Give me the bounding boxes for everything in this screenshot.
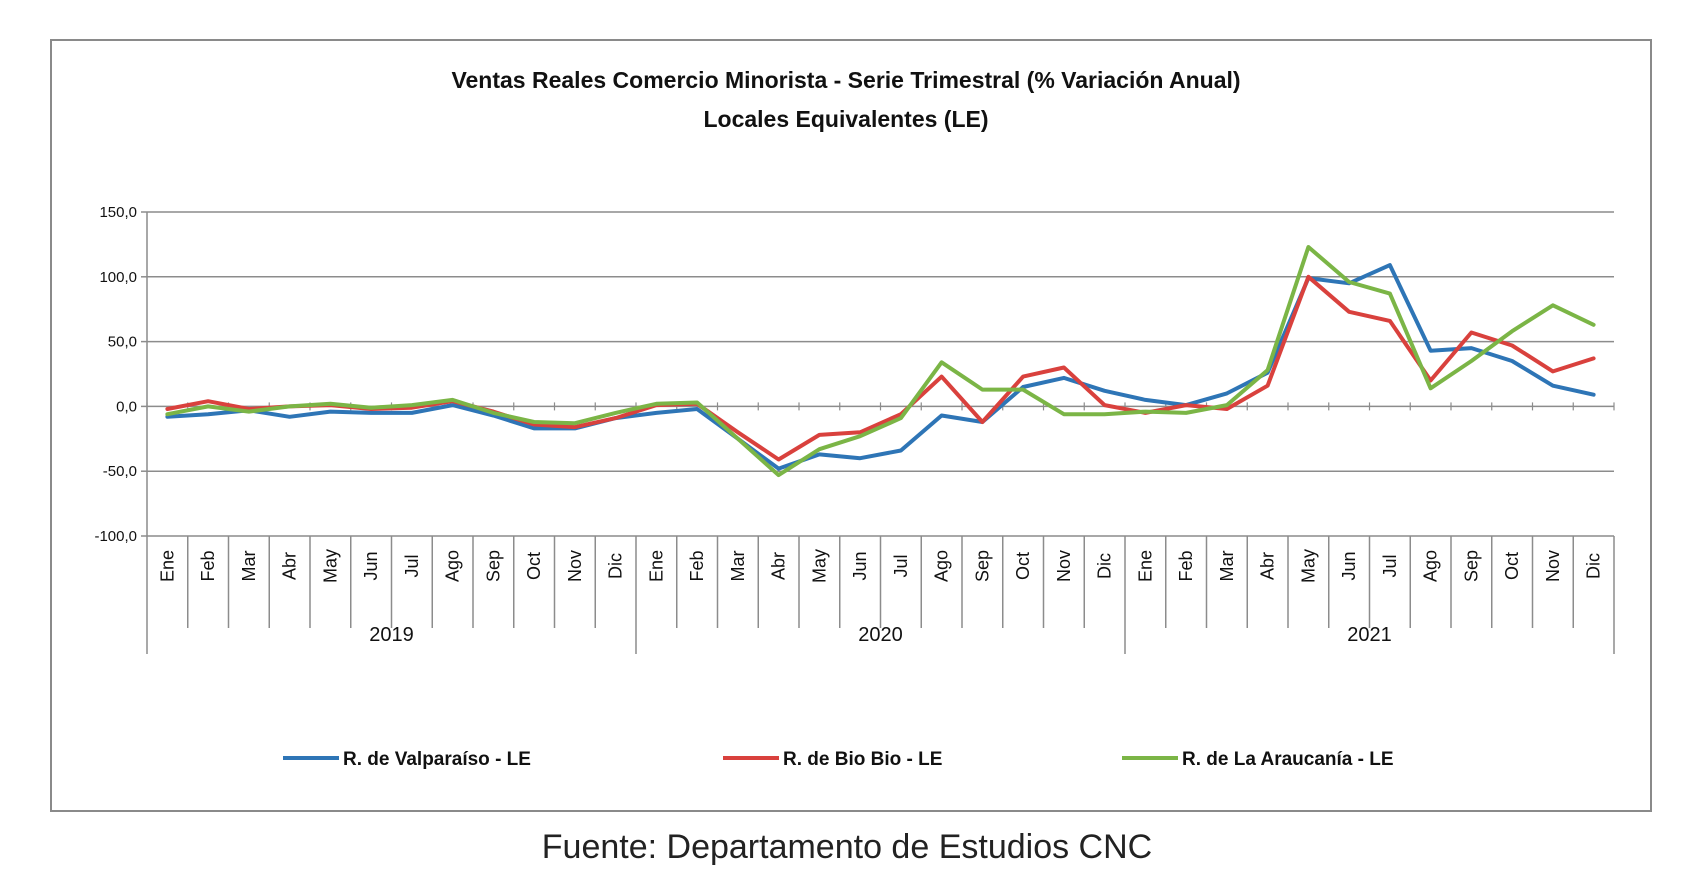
series-line-3 — [165, 245, 1596, 478]
source-note: Fuente: Departamento de Estudios CNC — [542, 828, 1152, 866]
series-line-1 — [165, 263, 1596, 471]
x-tick-label: Jul — [402, 554, 422, 577]
x-tick-label: Oct — [1013, 552, 1033, 580]
x-tick-label: Mar — [239, 550, 259, 581]
x-tick-label: Mar — [728, 550, 748, 581]
x-tick-label: May — [320, 549, 340, 583]
chart-frame — [50, 39, 1652, 812]
x-tick-label: Ene — [646, 550, 666, 582]
y-tick-label: 0,0 — [116, 398, 137, 415]
y-tick-label: 100,0 — [99, 269, 137, 286]
x-tick-label: Sep — [972, 550, 992, 582]
x-tick-label: Jul — [891, 554, 911, 577]
year-label: 2020 — [858, 624, 903, 646]
x-tick-label: Oct — [524, 552, 544, 580]
x-tick-label: May — [1298, 549, 1318, 583]
x-tick-label: Dic — [1095, 553, 1115, 579]
x-tick-label: May — [809, 549, 829, 583]
series-line-2 — [165, 274, 1596, 462]
y-tick-label: 150,0 — [99, 204, 137, 221]
x-tick-label: Abr — [769, 552, 789, 580]
x-tick-label: Jul — [1380, 554, 1400, 577]
grid-layer — [147, 211, 1614, 537]
x-tick-label: Jun — [1339, 551, 1359, 580]
x-tick-label: Abr — [1258, 552, 1278, 580]
legend-label-2: R. de Bio Bio - LE — [783, 749, 942, 770]
x-tick-label: Nov — [565, 550, 585, 582]
legend-label-1: R. de Valparaíso - LE — [343, 749, 531, 770]
x-tick-label: Ene — [1135, 550, 1155, 582]
chart-title: Ventas Reales Comercio Minorista - Serie… — [451, 67, 1240, 93]
x-tick-label: Ago — [1421, 550, 1441, 582]
y-tick-label: -50,0 — [103, 463, 137, 480]
x-tick-label: Ene — [157, 550, 177, 582]
x-tick-label: Jun — [361, 551, 381, 580]
x-tick-label: Nov — [1054, 550, 1074, 582]
x-tick-label: Ago — [932, 550, 952, 582]
x-tick-label: Mar — [1217, 550, 1237, 581]
series-layer — [165, 245, 1596, 478]
x-tick-label: Feb — [198, 550, 218, 581]
x-tick-label: Jun — [850, 551, 870, 580]
x-tick-label: Feb — [687, 550, 707, 581]
year-label: 2021 — [1347, 624, 1392, 646]
x-tick-label: Feb — [1176, 550, 1196, 581]
axis-layer: 150,0 100,0 50,0 0,0 -50,0 -100,0 Ene Feb Mar Abr… — [94, 204, 1615, 654]
x-tick-label: Sep — [1461, 550, 1481, 582]
legend: R. de Valparaíso - LE R. de Bio Bio - LE R… — [283, 749, 1394, 770]
x-tick-label: Abr — [280, 552, 300, 580]
legend-label-3: R. de La Araucanía - LE — [1182, 749, 1394, 770]
year-label: 2019 — [369, 624, 414, 646]
x-tick-label: Oct — [1502, 552, 1522, 580]
chart-subtitle: Locales Equivalentes (LE) — [703, 106, 988, 132]
x-tick-label: Ago — [443, 550, 463, 582]
y-tick-label: -100,0 — [94, 528, 137, 545]
x-tick-label: Dic — [1584, 553, 1604, 579]
x-tick-label: Nov — [1543, 550, 1563, 582]
x-tick-label: Dic — [606, 553, 626, 579]
x-tick-label: Sep — [483, 550, 503, 582]
y-tick-label: 50,0 — [108, 334, 137, 351]
